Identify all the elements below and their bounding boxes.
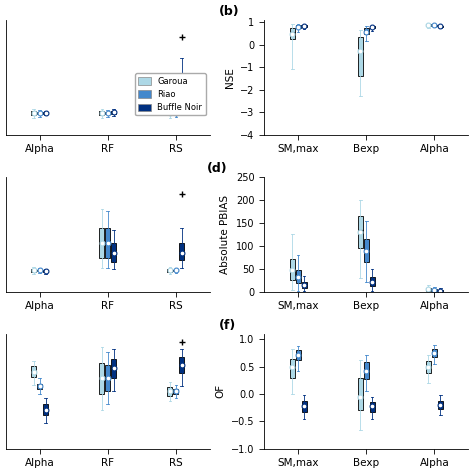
PathPatch shape: [167, 387, 173, 395]
PathPatch shape: [105, 112, 110, 114]
PathPatch shape: [290, 359, 295, 378]
PathPatch shape: [99, 111, 104, 115]
PathPatch shape: [105, 365, 110, 392]
PathPatch shape: [290, 259, 295, 280]
PathPatch shape: [37, 383, 42, 389]
Text: (f): (f): [219, 319, 237, 332]
PathPatch shape: [31, 269, 36, 272]
PathPatch shape: [111, 111, 116, 114]
PathPatch shape: [364, 363, 369, 379]
PathPatch shape: [426, 361, 431, 374]
PathPatch shape: [301, 401, 307, 411]
PathPatch shape: [179, 357, 184, 373]
PathPatch shape: [37, 270, 42, 271]
PathPatch shape: [301, 25, 307, 27]
PathPatch shape: [37, 112, 42, 114]
PathPatch shape: [99, 228, 104, 258]
PathPatch shape: [43, 404, 48, 415]
Y-axis label: Absolute PBIAS: Absolute PBIAS: [220, 195, 230, 274]
PathPatch shape: [364, 239, 369, 262]
Text: (d): (d): [207, 162, 228, 175]
PathPatch shape: [370, 402, 375, 411]
PathPatch shape: [179, 243, 184, 260]
PathPatch shape: [438, 401, 443, 410]
Y-axis label: NSE: NSE: [225, 67, 235, 88]
PathPatch shape: [167, 269, 173, 272]
PathPatch shape: [432, 349, 437, 357]
PathPatch shape: [43, 270, 48, 272]
PathPatch shape: [173, 112, 178, 114]
PathPatch shape: [111, 359, 116, 378]
PathPatch shape: [438, 290, 443, 291]
PathPatch shape: [99, 363, 104, 394]
PathPatch shape: [290, 27, 295, 39]
PathPatch shape: [31, 366, 36, 377]
PathPatch shape: [426, 24, 431, 26]
PathPatch shape: [173, 389, 178, 394]
PathPatch shape: [173, 270, 178, 271]
PathPatch shape: [301, 282, 307, 288]
PathPatch shape: [296, 270, 301, 283]
PathPatch shape: [432, 25, 437, 26]
PathPatch shape: [167, 111, 173, 115]
PathPatch shape: [43, 112, 48, 114]
PathPatch shape: [105, 228, 110, 258]
PathPatch shape: [364, 28, 369, 35]
PathPatch shape: [432, 289, 437, 291]
PathPatch shape: [296, 26, 301, 28]
Legend: Garoua, Riao, Buffle Noir: Garoua, Riao, Buffle Noir: [135, 73, 206, 116]
PathPatch shape: [31, 111, 36, 115]
PathPatch shape: [370, 277, 375, 286]
Text: (b): (b): [219, 5, 240, 18]
PathPatch shape: [358, 36, 363, 76]
Y-axis label: OF: OF: [215, 384, 226, 399]
PathPatch shape: [438, 26, 443, 27]
PathPatch shape: [111, 243, 116, 262]
PathPatch shape: [426, 288, 431, 291]
PathPatch shape: [179, 75, 184, 96]
PathPatch shape: [358, 216, 363, 248]
PathPatch shape: [358, 378, 363, 410]
PathPatch shape: [296, 350, 301, 360]
PathPatch shape: [370, 26, 375, 28]
